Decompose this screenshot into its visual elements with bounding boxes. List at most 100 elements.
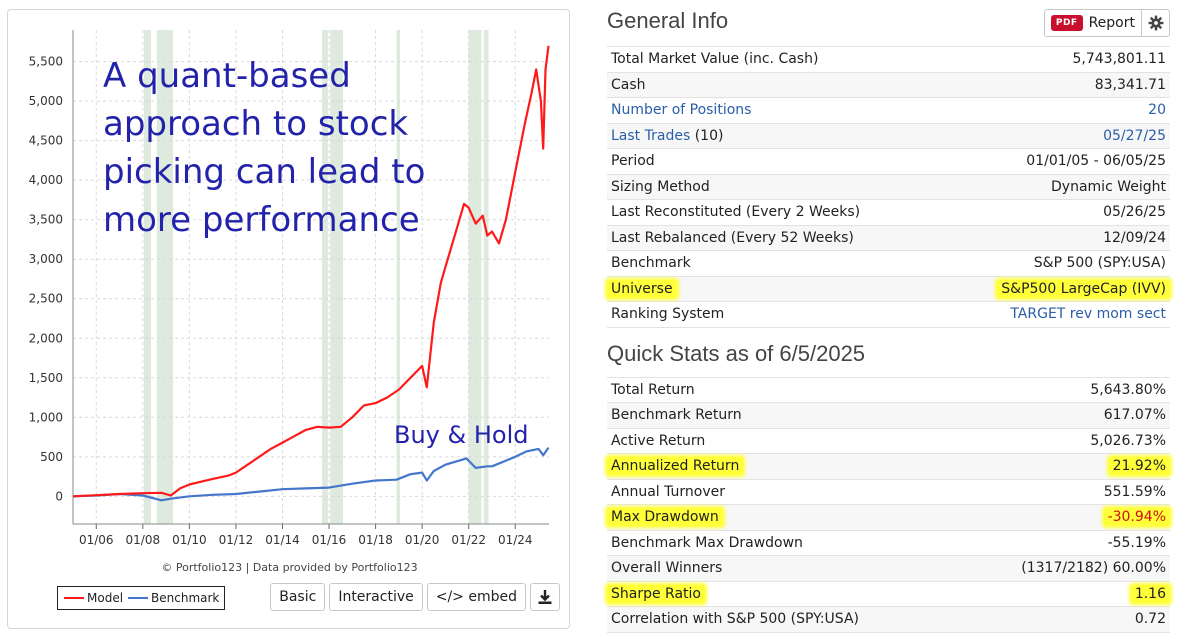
row-value-cell: -30.94% xyxy=(959,504,1170,530)
row-label: Correlation with S&P 500 (SPY:USA) xyxy=(607,606,960,633)
legend-item-benchmark[interactable]: Benchmark xyxy=(126,591,219,605)
row-label: Period xyxy=(607,148,941,174)
row-label-cell: Universe xyxy=(607,275,941,302)
row-value: 12/09/24 xyxy=(940,224,1170,251)
row-value: 551.59% xyxy=(959,478,1170,505)
shaded-period xyxy=(330,30,344,524)
row-value-cell: 20 xyxy=(940,97,1170,123)
row-value-cell: TARGET rev mom sect xyxy=(940,301,1170,328)
table-row: Ranking System TARGET rev mom sect xyxy=(607,301,1170,328)
shaded-period xyxy=(483,30,489,524)
download-icon xyxy=(538,590,552,604)
x-tick-label: 01/16 xyxy=(312,533,347,547)
download-button[interactable] xyxy=(530,583,560,611)
chart-annotation-line: more performance xyxy=(103,200,420,240)
row-label: Benchmark Return xyxy=(607,402,960,428)
x-tick-label: 01/14 xyxy=(265,533,300,547)
row-label: Last Rebalanced (Every 52 Weeks) xyxy=(607,224,941,251)
row-label: Sizing Method xyxy=(607,173,941,200)
row-label-cell: Number of Positions xyxy=(607,97,941,123)
row-value: S&P 500 (SPY:USA) xyxy=(940,250,1170,276)
info-panel: General Info PDF Report xyxy=(607,0,1170,633)
table-row: Number of Positions 20 xyxy=(607,97,1170,123)
annualized-return-label: Annualized Return xyxy=(607,457,744,476)
chart-annotation-line: picking can lead to xyxy=(103,152,425,192)
report-button-group: PDF Report xyxy=(1043,9,1170,37)
buy-hold-annotation: Buy & Hold xyxy=(394,421,528,449)
legend-item-model[interactable]: Model xyxy=(62,591,123,605)
row-value: (1317/2182) 60.00% xyxy=(959,555,1170,581)
table-row: Universe S&P500 LargeCap (IVV) xyxy=(607,275,1170,302)
table-row: Benchmark Max Drawdown -55.19% xyxy=(607,529,1170,556)
positions-count-link[interactable]: 20 xyxy=(1148,102,1166,119)
shaded-period xyxy=(396,30,401,524)
y-tick-label: 0 xyxy=(55,489,63,503)
table-row: Correlation with S&P 500 (SPY:USA) 0.72 xyxy=(607,606,1170,633)
row-value: 5,743,801.11 xyxy=(940,46,1170,72)
interactive-button[interactable]: Interactive xyxy=(329,583,423,611)
row-value: 05/26/25 xyxy=(940,199,1170,225)
basic-button[interactable]: Basic xyxy=(270,583,326,611)
last-trades-link[interactable]: Last Trades xyxy=(611,127,691,144)
legend-model-label: Model xyxy=(87,591,124,605)
row-label: Annual Turnover xyxy=(607,478,960,505)
table-row: Sizing Method Dynamic Weight xyxy=(607,173,1170,200)
chart-annotation-line: A quant-based xyxy=(103,56,351,96)
sharpe-ratio-value: 1.16 xyxy=(1130,584,1170,603)
gear-icon xyxy=(1148,15,1163,31)
row-value-cell: S&P500 LargeCap (IVV) xyxy=(940,275,1170,302)
table-row: Benchmark S&P 500 (SPY:USA) xyxy=(607,250,1170,276)
table-row: Last Rebalanced (Every 52 Weeks) 12/09/2… xyxy=(607,224,1170,251)
y-tick-label: 2,500 xyxy=(29,292,63,306)
shaded-period xyxy=(468,30,482,524)
table-row: Cash 83,341.71 xyxy=(607,71,1170,98)
table-row: Max Drawdown -30.94% xyxy=(607,504,1170,530)
table-row: Last Reconstituted (Every 2 Weeks) 05/26… xyxy=(607,199,1170,225)
y-tick-label: 3,500 xyxy=(29,213,63,227)
y-tick-label: 1,500 xyxy=(29,371,63,385)
quick-stats-table: Total Return 5,643.80% Benchmark Return … xyxy=(607,376,1170,633)
chart-panel: 0 500 1,000 1,500 2,000 2,500 3,000 3,500 4,000 4… xyxy=(7,9,570,629)
y-tick-label: 500 xyxy=(40,450,63,464)
row-label-cell: Max Drawdown xyxy=(607,504,960,530)
x-tick-label: 01/08 xyxy=(126,533,161,547)
embed-button[interactable]: </> embed xyxy=(426,583,526,611)
x-tick-label: 01/10 xyxy=(172,533,207,547)
general-info-table: Total Market Value (inc. Cash) 5,743,801… xyxy=(607,46,1170,328)
sharpe-ratio-label: Sharpe Ratio xyxy=(607,584,705,603)
x-tick-label: 01/24 xyxy=(498,533,533,547)
row-label: Total Return xyxy=(607,376,960,403)
max-drawdown-value: -30.94% xyxy=(1103,508,1170,527)
table-row: Benchmark Return 617.07% xyxy=(607,402,1170,428)
row-value: -55.19% xyxy=(959,529,1170,556)
chart-legend[interactable]: Model Benchmark xyxy=(57,586,225,610)
table-row: Total Return 5,643.80% xyxy=(607,376,1170,403)
performance-chart[interactable]: 0 500 1,000 1,500 2,000 2,500 3,000 3,500 4,000 4… xyxy=(8,10,571,570)
shaded-period xyxy=(322,30,328,524)
ranking-system-link[interactable]: TARGET rev mom sect xyxy=(1010,306,1166,323)
legend-benchmark-label: Benchmark xyxy=(151,591,220,605)
row-value: 617.07% xyxy=(959,402,1170,428)
shaded-period xyxy=(143,30,151,524)
general-info-header: General Info PDF Report xyxy=(607,0,1170,46)
table-row: Overall Winners (1317/2182) 60.00% xyxy=(607,555,1170,581)
table-row: Active Return 5,026.73% xyxy=(607,427,1170,454)
legend-model-swatch xyxy=(64,597,84,599)
last-trades-date-link[interactable]: 05/27/25 xyxy=(1103,127,1166,144)
chart-credit: © Portfolio123 | Data provided by Portfo… xyxy=(161,561,418,574)
row-value-cell: 1.16 xyxy=(959,580,1170,607)
number-of-positions-link[interactable]: Number of Positions xyxy=(611,102,752,119)
universe-label: Universe xyxy=(607,279,677,298)
series-line-model[interactable] xyxy=(72,45,550,498)
row-value: 5,643.80% xyxy=(959,376,1170,403)
universe-value: S&P500 LargeCap (IVV) xyxy=(997,279,1170,298)
settings-button[interactable] xyxy=(1142,9,1170,37)
quick-stats-title: Quick Stats as of 6/5/2025 xyxy=(607,340,866,366)
report-button[interactable]: PDF Report xyxy=(1043,9,1142,37)
row-label-cell: Annualized Return xyxy=(607,453,960,479)
x-tick-label: 01/18 xyxy=(358,533,393,547)
y-tick-label: 3,000 xyxy=(29,252,63,266)
table-row: Period 01/01/05 - 06/05/25 xyxy=(607,148,1170,174)
series-line-benchmark[interactable] xyxy=(72,446,550,502)
max-drawdown-label: Max Drawdown xyxy=(607,508,723,527)
